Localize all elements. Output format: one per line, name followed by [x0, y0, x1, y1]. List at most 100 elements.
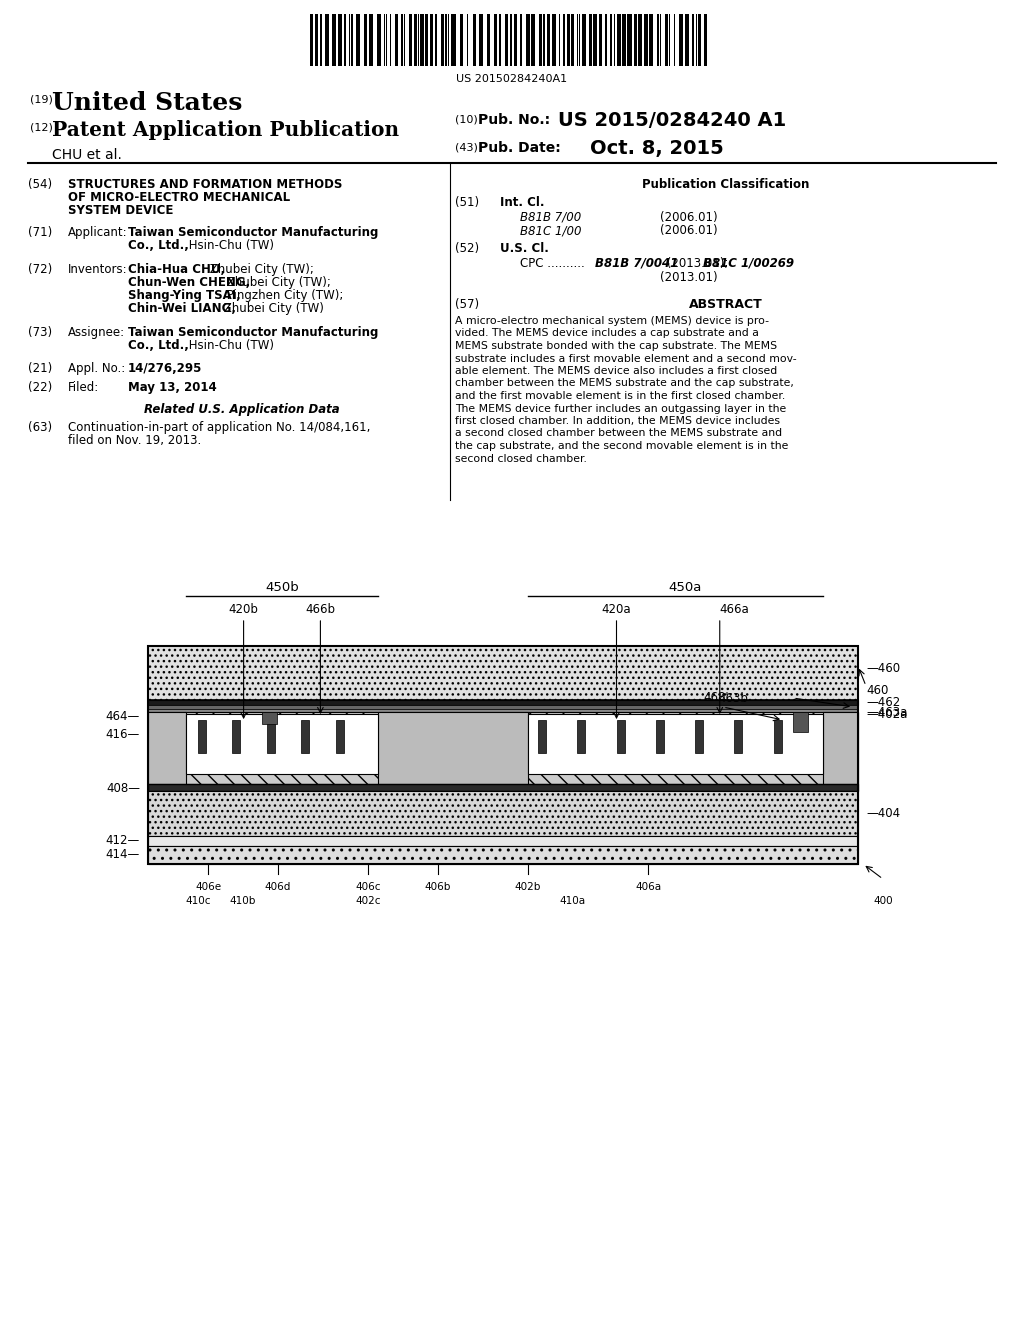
Bar — [605, 15, 607, 66]
Text: ABSTRACT: ABSTRACT — [688, 298, 763, 312]
Text: chamber between the MEMS substrate and the cap substrate,: chamber between the MEMS substrate and t… — [455, 379, 794, 388]
Bar — [441, 15, 443, 66]
Text: Appl. No.:: Appl. No.: — [68, 362, 125, 375]
Text: 420a: 420a — [602, 603, 632, 616]
Bar — [338, 15, 342, 66]
Bar — [301, 719, 309, 752]
Text: (72): (72) — [28, 263, 52, 276]
Bar — [148, 711, 858, 784]
Text: (2013.01): (2013.01) — [660, 271, 718, 284]
Bar — [655, 719, 664, 752]
Text: substrate includes a first movable element and a second mov-: substrate includes a first movable eleme… — [455, 354, 797, 363]
Text: 468': 468' — [703, 690, 729, 704]
Bar — [186, 714, 378, 774]
Bar — [321, 15, 322, 66]
Text: STRUCTURES AND FORMATION METHODS: STRUCTURES AND FORMATION METHODS — [68, 178, 342, 191]
Bar — [267, 719, 274, 752]
Text: MEMS substrate bonded with the cap substrate. The MEMS: MEMS substrate bonded with the cap subst… — [455, 341, 777, 351]
Bar — [430, 15, 433, 66]
Bar — [582, 15, 586, 66]
Bar — [695, 15, 697, 66]
Bar — [315, 15, 318, 66]
Bar — [616, 15, 621, 66]
Text: US 2015/0284240 A1: US 2015/0284240 A1 — [558, 111, 786, 129]
Text: Patent Application Publication: Patent Application Publication — [52, 120, 399, 140]
Bar — [563, 15, 565, 66]
Bar — [609, 15, 612, 66]
Text: Assignee:: Assignee: — [68, 326, 125, 339]
Bar — [232, 719, 241, 752]
Bar — [378, 15, 381, 66]
Text: —404: —404 — [866, 807, 900, 820]
Bar — [148, 836, 858, 846]
Text: (71): (71) — [28, 226, 52, 239]
Text: Zhubei City (TW);: Zhubei City (TW); — [206, 263, 314, 276]
Text: —402a: —402a — [866, 709, 907, 722]
Text: 450a: 450a — [669, 581, 702, 594]
Text: 406d: 406d — [265, 882, 291, 892]
Bar — [414, 15, 417, 66]
Text: Hsin-Chu (TW): Hsin-Chu (TW) — [185, 339, 274, 352]
Bar — [623, 15, 626, 66]
Text: 400: 400 — [873, 896, 893, 906]
Text: Hsin-Chu (TW): Hsin-Chu (TW) — [185, 239, 274, 252]
Bar — [510, 15, 512, 66]
Bar — [310, 15, 313, 66]
Bar — [705, 15, 708, 66]
Bar — [349, 15, 350, 66]
Bar — [148, 705, 858, 709]
Text: filed on Nov. 19, 2013.: filed on Nov. 19, 2013. — [68, 434, 202, 447]
Bar — [634, 15, 637, 66]
Bar — [657, 15, 659, 66]
Text: 408—: 408— — [106, 781, 140, 795]
Text: OF MICRO-ELECTRO MECHANICAL: OF MICRO-ELECTRO MECHANICAL — [68, 191, 290, 205]
Text: 406e: 406e — [195, 882, 221, 892]
Bar — [578, 719, 586, 752]
Bar — [674, 15, 676, 66]
Bar — [514, 15, 517, 66]
Text: (19): (19) — [30, 95, 53, 106]
Text: Co., Ltd.,: Co., Ltd., — [128, 239, 188, 252]
Text: (2006.01): (2006.01) — [660, 224, 718, 238]
Bar — [593, 15, 597, 66]
Text: Taiwan Semiconductor Manufacturing: Taiwan Semiconductor Manufacturing — [128, 326, 379, 339]
Text: and the first movable element is in the first closed chamber.: and the first movable element is in the … — [455, 391, 785, 401]
Bar — [418, 15, 420, 66]
Bar — [344, 15, 346, 66]
Text: (43): (43) — [455, 143, 478, 153]
Text: 466b: 466b — [305, 603, 336, 616]
Text: Pub. Date:: Pub. Date: — [478, 141, 561, 154]
Bar — [364, 15, 368, 66]
Bar — [420, 15, 424, 66]
Bar — [356, 15, 359, 66]
Text: 406b: 406b — [425, 882, 452, 892]
Bar — [395, 15, 397, 66]
Text: (73): (73) — [28, 326, 52, 339]
Text: (2013.01);: (2013.01); — [663, 257, 732, 271]
Bar — [638, 15, 642, 66]
Text: first closed chamber. In addition, the MEMS device includes: first closed chamber. In addition, the M… — [455, 416, 780, 426]
Bar — [547, 15, 550, 66]
Bar — [589, 15, 592, 66]
Bar — [452, 15, 456, 66]
Text: 412—: 412— — [105, 834, 140, 847]
Bar — [520, 15, 522, 66]
Bar — [644, 15, 648, 66]
Bar — [571, 15, 573, 66]
Text: the cap substrate, and the second movable element is in the: the cap substrate, and the second movabl… — [455, 441, 788, 451]
Text: 450b: 450b — [265, 581, 299, 594]
Text: —463a: —463a — [866, 705, 907, 718]
Text: Continuation-in-part of application No. 14/084,161,: Continuation-in-part of application No. … — [68, 421, 371, 434]
Bar — [538, 719, 546, 752]
Text: Co., Ltd.,: Co., Ltd., — [128, 339, 188, 352]
Text: Inventors:: Inventors: — [68, 263, 128, 276]
Text: 416—: 416— — [105, 727, 140, 741]
Text: Oct. 8, 2015: Oct. 8, 2015 — [590, 139, 724, 158]
Bar — [148, 709, 858, 711]
Text: Zhubei City (TW);: Zhubei City (TW); — [223, 276, 331, 289]
Text: Chia-Hua CHU,: Chia-Hua CHU, — [128, 263, 225, 276]
Text: able element. The MEMS device also includes a first closed: able element. The MEMS device also inclu… — [455, 366, 777, 376]
Text: 406a: 406a — [635, 882, 662, 892]
Bar — [666, 15, 668, 66]
Bar — [528, 714, 823, 774]
